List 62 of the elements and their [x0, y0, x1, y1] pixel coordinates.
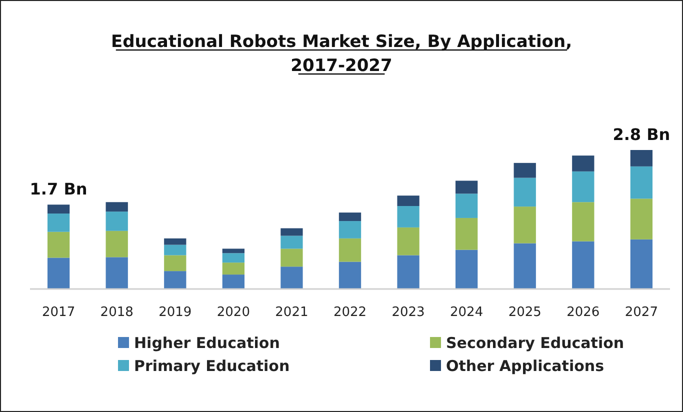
x-tick-label: 2020	[216, 305, 250, 320]
x-tick-label: 2022	[333, 305, 367, 320]
bar	[164, 271, 186, 289]
bar	[280, 266, 303, 289]
bar	[222, 253, 244, 263]
bar	[630, 166, 653, 199]
bar	[164, 244, 186, 256]
x-tick-label: 2027	[624, 305, 658, 320]
bar	[106, 212, 128, 231]
x-tick-label: 2026	[566, 305, 600, 320]
bar	[514, 162, 536, 178]
x-tick-label: 2019	[158, 305, 192, 320]
bar	[630, 239, 653, 289]
bar	[280, 248, 303, 267]
x-tick-label: 2017	[42, 305, 76, 320]
bar	[47, 214, 70, 232]
bar	[397, 206, 420, 228]
bar	[47, 232, 70, 258]
x-tick-label: 2025	[508, 305, 542, 320]
x-tick-label: 2018	[100, 305, 134, 320]
bar	[397, 255, 420, 289]
bar	[338, 221, 362, 238]
bar	[456, 250, 478, 289]
bar	[106, 202, 128, 212]
bar	[572, 171, 594, 202]
bar	[456, 180, 478, 194]
bar	[280, 228, 303, 236]
bar	[572, 241, 594, 289]
bar	[222, 262, 244, 275]
bar	[338, 212, 362, 222]
bar	[338, 262, 362, 289]
bar	[338, 238, 362, 262]
legend-label: Higher Education	[134, 334, 280, 352]
bar	[514, 178, 536, 207]
bar	[106, 230, 128, 258]
bar	[47, 258, 70, 289]
chart-title: Educational Robots Market Size, By Application, 2017-2027	[110, 32, 572, 76]
x-tick-label: 2021	[275, 305, 308, 320]
bar	[222, 274, 244, 289]
bar	[47, 204, 70, 214]
bar	[397, 196, 420, 206]
bar	[572, 202, 594, 242]
bar	[280, 236, 303, 249]
x-tick-label: 2023	[392, 305, 425, 320]
bar	[572, 156, 594, 172]
bar	[456, 194, 478, 218]
bar	[630, 198, 653, 240]
bar	[630, 150, 653, 166]
annotation: 2.8 Bn	[612, 125, 670, 144]
legend-label: Secondary Education	[446, 334, 624, 352]
annotation: 1.7 Bn	[30, 180, 88, 199]
x-tick-label: 2024	[450, 305, 484, 320]
bar	[106, 257, 128, 289]
bar	[164, 255, 186, 272]
bar	[397, 227, 420, 256]
bar	[164, 238, 186, 245]
bar	[514, 243, 536, 289]
legend-label: Other Applications	[446, 357, 604, 375]
bar	[514, 206, 536, 244]
bar	[222, 248, 244, 254]
bar	[456, 218, 478, 250]
legend-label: Primary Education	[134, 357, 290, 375]
